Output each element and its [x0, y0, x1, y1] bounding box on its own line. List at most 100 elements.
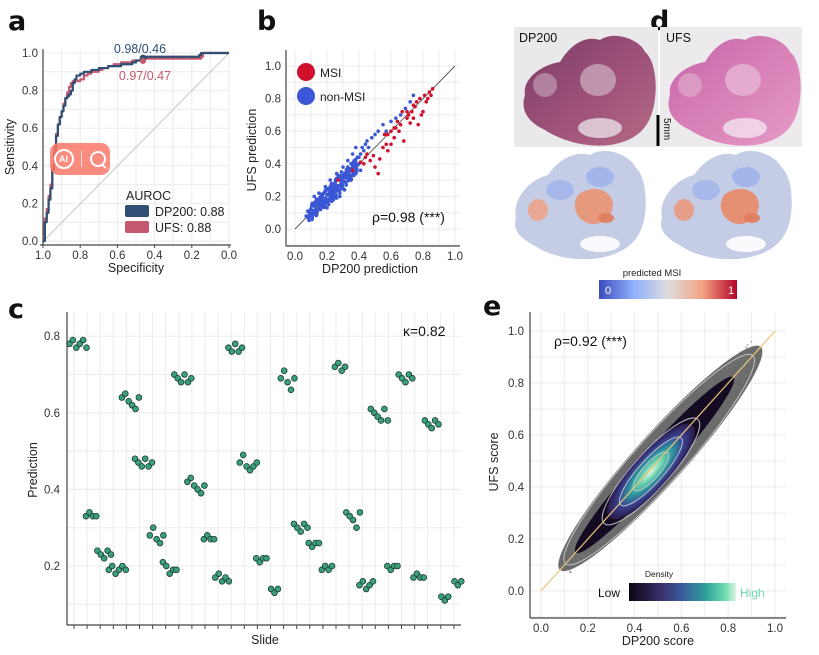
point-non-msi	[363, 142, 368, 147]
point-non-msi	[338, 191, 342, 195]
scatter-point	[574, 541, 577, 544]
point-msi	[421, 109, 425, 114]
scatter-point	[603, 539, 605, 542]
slide-point	[187, 474, 195, 482]
point-msi	[429, 93, 433, 98]
y-tick-label: 0.4	[508, 482, 525, 494]
scatter-point	[726, 375, 729, 377]
y-tick-label: 0.6	[22, 123, 38, 135]
x-tick-label: 0.4	[147, 250, 164, 262]
he-tissue-ufs-lobe-2	[678, 73, 702, 97]
scatter-point	[736, 386, 739, 389]
scatter-point	[729, 372, 732, 375]
scatter-point	[700, 390, 703, 393]
point-non-msi	[338, 194, 342, 199]
scatter-point	[733, 365, 735, 367]
scatter-point	[736, 365, 738, 368]
badge-divider	[80, 151, 82, 167]
x-tick-label: 1.0	[767, 623, 783, 635]
point-non-msi	[340, 184, 345, 188]
point-msi	[392, 135, 397, 140]
scatter-point	[569, 569, 571, 571]
scatter-point	[734, 381, 737, 383]
point-non-msi	[349, 177, 354, 182]
scatter-point	[577, 561, 579, 563]
point-msi	[358, 160, 363, 164]
scatter-point	[568, 561, 571, 564]
x-tick-label: 0.8	[415, 251, 431, 263]
panel-c-label: c	[8, 294, 24, 325]
scatter-point	[572, 552, 574, 554]
point-msi	[406, 113, 411, 117]
scatter-point	[722, 369, 724, 372]
slide-point	[304, 524, 311, 531]
point-non-msi	[362, 148, 366, 153]
point-msi	[410, 109, 414, 114]
point-non-msi	[344, 167, 349, 172]
panel-e-ticks: 0.0 0.2 0.4 0.6 0.8 1.0 0.0 0.2 0.4 0.6 0.8 1.0	[508, 326, 783, 635]
slide-point	[369, 578, 377, 585]
heatmap-dp200-msi-hotspot-3	[598, 213, 614, 223]
scatter-point	[741, 350, 743, 353]
panel-b-points	[304, 87, 435, 223]
scatter-point	[724, 370, 726, 372]
slide-point	[69, 336, 77, 344]
y-tick-label: 0.4	[22, 161, 39, 173]
slide-point	[291, 375, 298, 382]
scatter-point	[686, 405, 689, 407]
scatter-point	[573, 550, 576, 553]
panel-a-annotation-dp200: 0.98/0.46	[114, 42, 166, 56]
slide-point	[156, 539, 164, 547]
scatter-point	[706, 427, 709, 430]
scatter-point	[600, 540, 602, 542]
y-tick-label: 0.2	[44, 561, 60, 573]
y-tick-label: 0.2	[265, 191, 281, 203]
ai-overlay-badge[interactable]: AI	[50, 143, 110, 175]
slide-point	[231, 340, 239, 348]
scatter-point	[749, 369, 751, 372]
image-label-ufs: UFS	[666, 31, 691, 45]
x-tick-label: 0.0	[221, 250, 237, 262]
scatter-point	[733, 384, 736, 386]
slide-point	[138, 463, 146, 470]
point-non-msi	[323, 188, 328, 192]
point-non-msi	[389, 119, 393, 124]
scatter-point	[732, 367, 734, 370]
scatter-point	[575, 534, 577, 536]
y-tick-label: 0.6	[508, 430, 524, 442]
x-tick-label: 1.0	[447, 251, 463, 263]
panel-a: a 1.0 0.8 0.6 0.4 0.2 0.0 0.0 0.2 0.4 0.6 0.8 1.0 S…	[3, 6, 237, 275]
point-non-msi	[358, 152, 363, 156]
slide-point	[210, 535, 218, 543]
slide-point	[122, 390, 129, 397]
scatter-point	[744, 351, 746, 353]
point-msi	[384, 142, 389, 147]
scatter-point	[744, 358, 746, 360]
point-non-msi	[307, 218, 311, 223]
scale-bar-label: 5mm	[661, 118, 672, 140]
ai-assistant-icon[interactable]: AI	[53, 149, 74, 169]
msi-heatmap-dp200	[514, 150, 646, 260]
scatter-point	[737, 354, 740, 356]
point-non-msi	[318, 201, 323, 205]
point-non-msi	[384, 129, 389, 133]
heatmap-ufs-low-region-2	[692, 180, 720, 200]
point-non-msi	[335, 189, 339, 193]
scatter-point	[735, 377, 737, 379]
y-tick-label: 0.2	[508, 534, 524, 546]
point-msi	[411, 103, 416, 107]
scatter-point	[573, 556, 575, 558]
image-label-dp200: DP200	[519, 31, 557, 45]
panel-e-label: e	[483, 291, 501, 322]
legend-label-ufs: UFS: 0.88	[155, 221, 211, 235]
heatmap-dp200-low-region	[586, 167, 614, 187]
legend-label-non-msi: non-MSI	[320, 90, 365, 104]
point-non-msi	[329, 184, 333, 189]
slide-point	[359, 578, 367, 585]
point-msi	[402, 139, 406, 143]
search-icon[interactable]	[89, 150, 107, 169]
slide-point	[408, 375, 416, 382]
slide-point	[108, 562, 116, 570]
point-msi	[416, 122, 421, 127]
point-msi	[363, 155, 368, 160]
